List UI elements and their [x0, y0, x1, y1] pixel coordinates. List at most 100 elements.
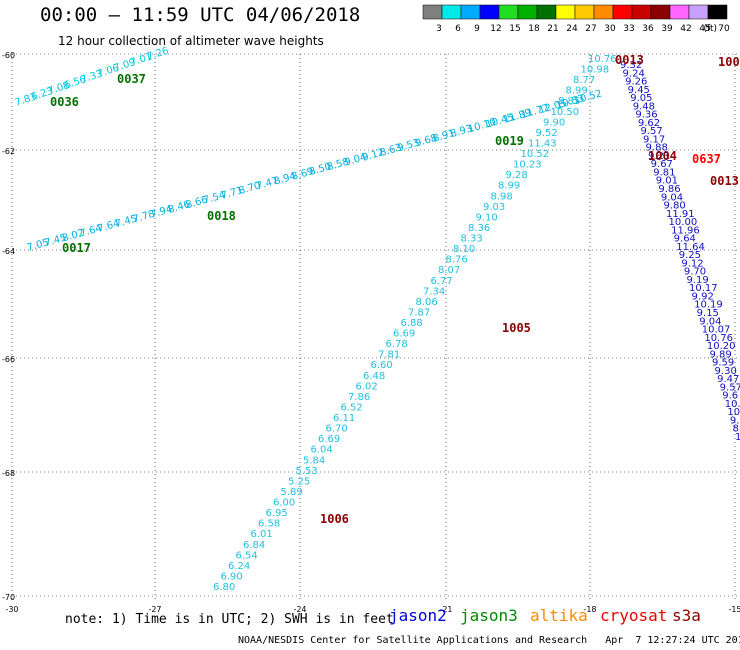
- wave-height-value: 9.04: [661, 192, 683, 203]
- wave-height-value: 8.77: [573, 75, 595, 86]
- wave-height-value: 9.21: [648, 151, 670, 162]
- wave-height-value: 8.36: [468, 223, 490, 234]
- wave-height-value: 9.80: [663, 201, 685, 212]
- wave-height-value: 7.26: [146, 46, 171, 63]
- page-title: 00:00 — 11:59 UTC 04/06/2018: [40, 4, 361, 26]
- wave-height-value: 10.19: [694, 300, 723, 311]
- wave-height-value: 8.33: [461, 234, 483, 245]
- color-scale-label: 45: [699, 24, 710, 34]
- latitude-label: -62: [2, 147, 15, 156]
- track-id-label: 1004: [648, 149, 677, 163]
- wave-height-value: 10.00: [669, 217, 698, 228]
- wave-height-value: 11.43: [528, 138, 557, 149]
- wave-height-value: 6.70: [326, 424, 348, 435]
- wave-height-value: 9.28: [506, 170, 528, 181]
- wave-height-value: 9.59: [712, 358, 734, 369]
- wave-height-value: 6.69: [318, 434, 340, 445]
- color-scale-unit: (ft): [703, 24, 717, 34]
- wave-height-value: 9.24: [623, 68, 645, 79]
- wave-height-value: 9.52: [536, 128, 558, 139]
- wave-height-value: 8.76: [446, 255, 468, 266]
- wave-height-value: 6.77: [431, 276, 453, 287]
- wave-height-value: 10.76: [588, 54, 617, 65]
- latitude-label: -70: [2, 593, 15, 602]
- longitude-label: -21: [439, 605, 452, 614]
- wave-height-value: 10.17: [689, 283, 718, 294]
- wave-height-value: 9.57: [720, 382, 740, 393]
- color-scale-label: 39: [661, 24, 673, 34]
- color-scale-label: 9: [474, 24, 480, 34]
- wave-height-value: 9.25: [679, 250, 701, 261]
- wave-height-value: 6.95: [266, 508, 288, 519]
- track-id-label: 0017: [62, 241, 91, 255]
- wave-height-value: 6.52: [341, 402, 363, 413]
- wave-height-value: 6.00: [273, 498, 295, 509]
- wave-height-value: 10.07: [702, 325, 731, 336]
- track-id-label: 0637: [692, 152, 721, 166]
- wave-height-value: 8.07: [438, 265, 460, 276]
- credit-line: NOAA/NESDIS Center for Satellite Applica…: [238, 635, 740, 646]
- wave-height-value: 10.50: [551, 107, 580, 118]
- track-id-label: 0037: [117, 72, 146, 86]
- wave-height-value: 6.78: [386, 339, 408, 350]
- legend-item-altika: altika: [530, 606, 588, 625]
- wave-height-value: 8.94: [732, 424, 740, 435]
- color-scale-label: 30: [604, 24, 616, 34]
- track-id-label: 0013: [710, 174, 739, 188]
- wave-height-value: 10.98: [581, 65, 610, 76]
- wave-height-value: 9.62: [638, 118, 660, 129]
- latitude-label: -68: [2, 469, 15, 478]
- wave-height-value: 9.36: [635, 110, 657, 121]
- wave-height-value: 6.88: [401, 318, 423, 329]
- wave-height-value: 6.24: [228, 561, 250, 572]
- wave-height-value: 6.90: [221, 571, 243, 582]
- wave-height-value: 5.89: [281, 487, 303, 498]
- wave-height-value: 9.90: [543, 117, 565, 128]
- wave-height-value: 6.58: [258, 519, 280, 530]
- wave-height-value: 9.6: [722, 391, 738, 402]
- track-id-label: 1006: [320, 512, 349, 526]
- legend-item-jason2: jason2: [389, 606, 447, 625]
- wave-height-value: 8.99: [498, 181, 520, 192]
- wave-height-value: 11.96: [671, 225, 700, 236]
- wave-height-value: 9.92: [692, 291, 714, 302]
- wave-height-value: 9.01: [656, 176, 678, 187]
- latitude-label: -60: [2, 51, 15, 60]
- wave-height-value: 10.52: [521, 149, 550, 160]
- longitude-label: -24: [293, 605, 306, 614]
- color-scale-label: 27: [585, 24, 596, 34]
- track-id-label: 1005: [502, 321, 531, 335]
- legend-item-s3a: s3a: [672, 606, 701, 625]
- color-swatch: [707, 4, 728, 20]
- latitude-label: -64: [2, 247, 15, 256]
- track-id-label: 0018: [207, 209, 236, 223]
- wave-height-value: 9.05: [630, 93, 652, 104]
- wave-height-value: 5.25: [288, 476, 310, 487]
- legend-item-jason3: jason3: [460, 606, 518, 625]
- wave-height-value: 6.80: [213, 582, 235, 593]
- wave-height-value: 10.0: [725, 399, 740, 410]
- page-subtitle: 12 hour collection of altimeter wave hei…: [58, 34, 324, 48]
- wave-height-value: 9.47: [717, 374, 739, 385]
- longitude-label: -15: [728, 605, 740, 614]
- wave-height-value: 6.84: [243, 540, 265, 551]
- wave-height-value: 5.84: [303, 455, 325, 466]
- footnote: note: 1) Time is in UTC; 2) SWH is in fe…: [65, 612, 394, 627]
- color-scale-bar: 3 6 9 12 15 18 21 24 27 30 33 36 39 42 45 70(ft): [422, 4, 730, 34]
- wave-height-value: 9.17: [643, 134, 665, 145]
- wave-height-value: 6.01: [251, 529, 273, 540]
- wave-height-value: 8.98: [491, 191, 513, 202]
- color-scale-label: 33: [623, 24, 634, 34]
- latitude-label: -66: [2, 355, 15, 364]
- wave-height-value: 9.57: [640, 126, 662, 137]
- wave-height-value: 10.23: [513, 160, 542, 171]
- wave-height-value: 6.02: [356, 381, 378, 392]
- color-scale-label: 36: [642, 24, 654, 34]
- track-id-label: 100: [718, 55, 740, 69]
- wave-height-value: 11.64: [676, 242, 705, 253]
- wave-height-value: 8.85: [558, 96, 580, 107]
- wave-height-value: 10.76: [704, 333, 733, 344]
- wave-height-value: 6.11: [333, 413, 355, 424]
- wave-height-value: 9.67: [651, 159, 673, 170]
